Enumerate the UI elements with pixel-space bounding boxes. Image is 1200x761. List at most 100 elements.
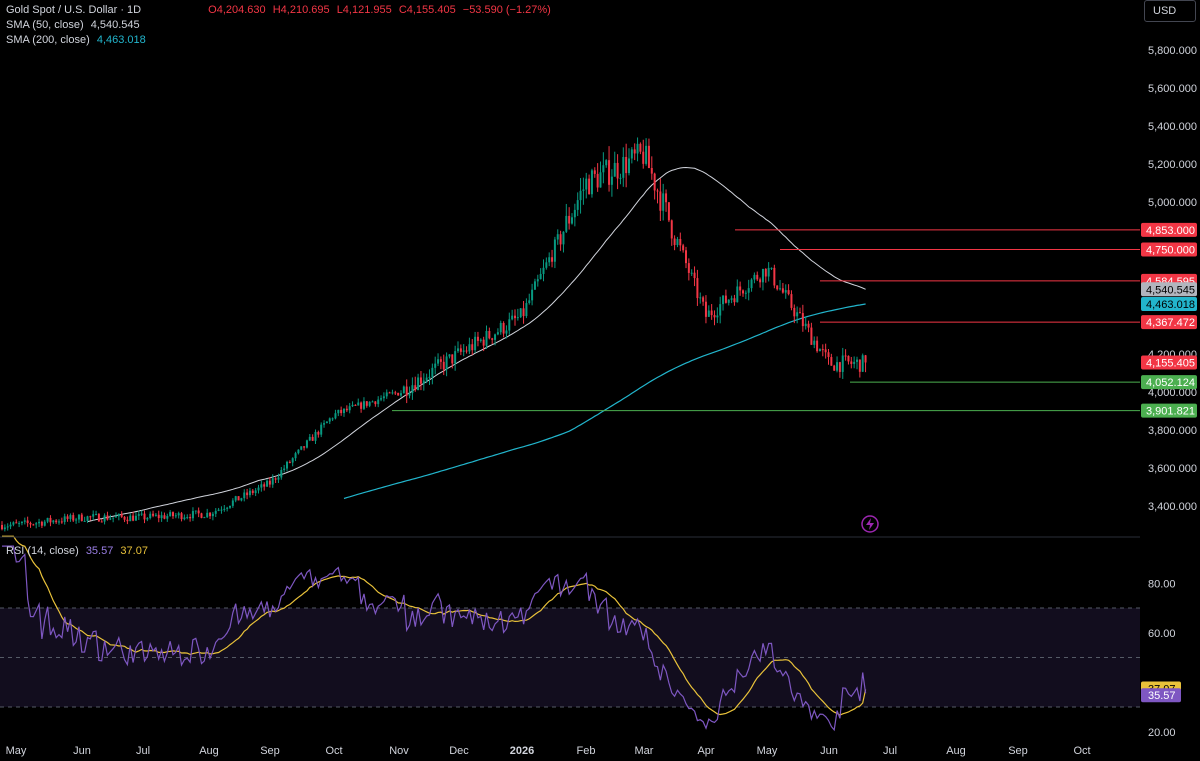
- candle-body: [630, 149, 633, 159]
- candle-body: [739, 286, 742, 291]
- candle-body: [858, 359, 861, 372]
- candle-body: [779, 288, 782, 290]
- candle-body: [60, 521, 63, 523]
- candle-body: [719, 304, 722, 316]
- candle-body: [685, 250, 687, 264]
- candle-body: [371, 401, 374, 403]
- lightning-icon[interactable]: [861, 515, 879, 533]
- candle-body: [653, 173, 656, 191]
- candle-body: [174, 515, 177, 517]
- candle-body: [340, 409, 343, 414]
- sma200-legend[interactable]: SMA (200, close) 4,463.018: [6, 33, 150, 47]
- candle-body: [479, 339, 482, 341]
- price-pane[interactable]: [1, 137, 1140, 533]
- candle-body: [231, 500, 234, 506]
- time-tick-label: Aug: [199, 745, 219, 757]
- price-tick-label: 5,200.000: [1148, 159, 1197, 171]
- candle-body: [457, 348, 459, 352]
- candle-body: [100, 521, 103, 523]
- rsi-line: [2, 545, 867, 732]
- sma50-legend[interactable]: SMA (50, close) 4,540.545: [6, 18, 144, 32]
- ohlc-open: O4,204.630: [208, 4, 266, 16]
- candle-body: [345, 408, 348, 411]
- candle-body: [52, 520, 55, 523]
- candle-body: [562, 231, 565, 245]
- price-tag-label: 4,853.000: [1146, 225, 1195, 237]
- candle-body: [821, 349, 824, 351]
- candle-body: [268, 480, 271, 485]
- symbol-title[interactable]: Gold Spot / U.S. Dollar · 1D: [6, 4, 142, 16]
- sma200-line: [343, 303, 866, 500]
- sma50-line: [87, 166, 866, 523]
- candle-body: [263, 484, 266, 487]
- currency-button[interactable]: USD: [1144, 0, 1196, 22]
- price-tag-label: 4,750.000: [1146, 245, 1195, 257]
- candle-body: [103, 515, 106, 522]
- candle-body: [827, 352, 830, 358]
- candle-body: [471, 344, 474, 351]
- candle-body: [134, 515, 137, 521]
- candle-body: [26, 520, 29, 524]
- rsi-label: RSI (14, close): [6, 545, 79, 557]
- candle-body: [784, 290, 787, 293]
- candle-body: [482, 339, 485, 346]
- candle-body: [696, 278, 699, 299]
- candle-body: [468, 344, 471, 352]
- rsi-tick-label: 60.00: [1148, 628, 1176, 640]
- candle-body: [816, 340, 819, 352]
- price-tick-label: 5,400.000: [1148, 121, 1197, 133]
- candle-body: [847, 355, 850, 362]
- time-tick-label: Mar: [635, 745, 654, 757]
- candle-body: [861, 355, 864, 372]
- candle-body: [411, 385, 414, 394]
- candle-body: [89, 516, 92, 518]
- candle-body: [351, 404, 354, 407]
- rsi-pane[interactable]: [0, 535, 1140, 732]
- candle-body: [177, 513, 180, 516]
- candle-body: [727, 299, 730, 303]
- candle-body: [742, 290, 744, 294]
- candle-body: [83, 520, 86, 522]
- candle-body: [248, 490, 251, 496]
- candle-body: [217, 509, 220, 511]
- rsi-legend[interactable]: RSI (14, close) 35.57 37.07: [6, 544, 152, 558]
- candle-body: [633, 149, 636, 154]
- candle-body: [123, 516, 126, 520]
- price-tick-label: 5,800.000: [1148, 45, 1197, 57]
- price-tag-label: 3,901.821: [1146, 406, 1195, 418]
- candle-body: [143, 513, 146, 520]
- candle-body: [308, 436, 311, 441]
- candle-body: [63, 516, 66, 522]
- sma50-value: 4,540.545: [90, 19, 140, 31]
- time-tick-label: Sep: [1008, 745, 1028, 757]
- candle-body: [1, 525, 3, 530]
- time-tick-label: Aug: [946, 745, 966, 757]
- candle-body: [813, 340, 816, 345]
- rsi-tick-label: 80.00: [1148, 578, 1176, 590]
- candle-body: [781, 288, 784, 293]
- candle-body: [46, 517, 49, 522]
- candle-body: [226, 507, 229, 509]
- candle-body: [58, 521, 60, 523]
- candle-body: [576, 200, 579, 210]
- time-tick-label: Jul: [136, 745, 150, 757]
- ohlc-low: L4,121.955: [336, 4, 392, 16]
- price-tag-support: [1141, 403, 1197, 418]
- candle-body: [707, 310, 710, 317]
- time-tick-label: May: [6, 745, 27, 757]
- candle-body: [767, 267, 770, 277]
- candle-body: [368, 401, 371, 406]
- candle-body: [286, 461, 288, 469]
- candle-body: [682, 245, 685, 251]
- candle-body: [602, 165, 605, 173]
- candle-body: [801, 313, 804, 327]
- candle-body: [787, 290, 790, 295]
- candle-body: [488, 331, 491, 339]
- candle-body: [568, 215, 571, 224]
- candle-body: [702, 297, 705, 302]
- candle-body: [146, 517, 149, 520]
- candle-body: [97, 513, 100, 522]
- candle-body: [445, 356, 448, 370]
- candle-body: [459, 348, 462, 352]
